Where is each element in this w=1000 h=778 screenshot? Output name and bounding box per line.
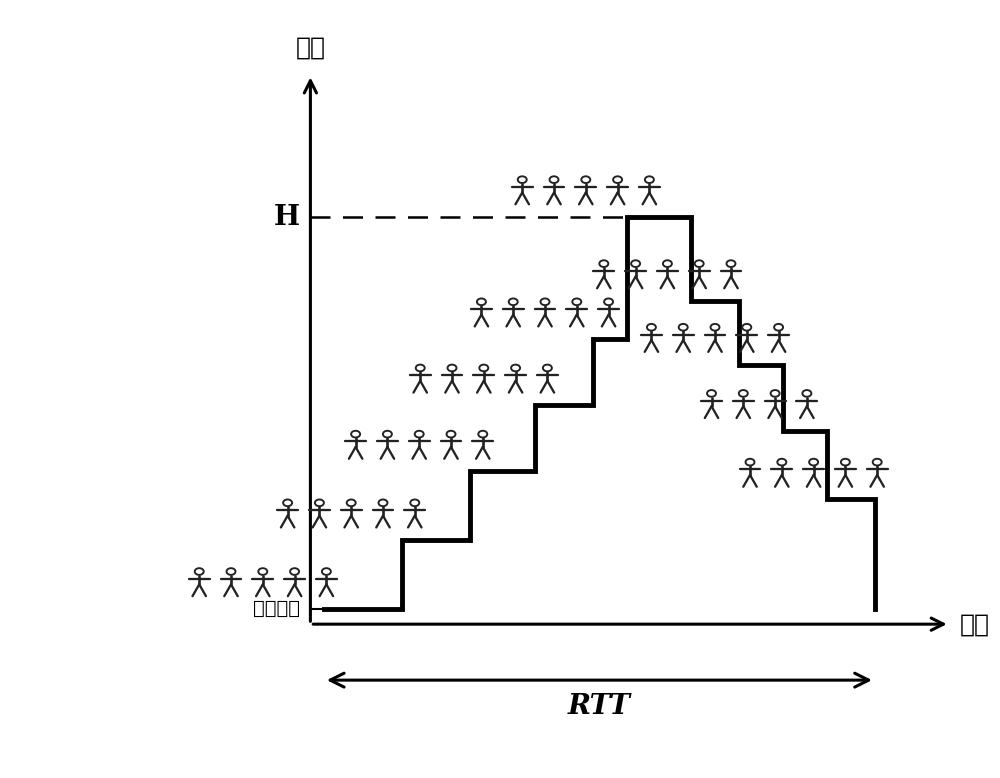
Circle shape — [679, 324, 688, 331]
Text: 楼层: 楼层 — [295, 35, 325, 59]
Circle shape — [479, 365, 488, 371]
Circle shape — [726, 261, 735, 267]
Text: H: H — [274, 204, 300, 230]
Circle shape — [604, 299, 613, 305]
Circle shape — [478, 431, 487, 437]
Circle shape — [739, 390, 748, 397]
Circle shape — [227, 568, 235, 575]
Circle shape — [613, 177, 622, 183]
Circle shape — [802, 390, 811, 397]
Circle shape — [351, 431, 360, 437]
Circle shape — [322, 568, 331, 575]
Circle shape — [631, 261, 640, 267]
Circle shape — [283, 499, 292, 506]
Circle shape — [746, 459, 755, 465]
Circle shape — [315, 499, 324, 506]
Circle shape — [873, 459, 882, 465]
Circle shape — [663, 261, 672, 267]
Circle shape — [707, 390, 716, 397]
Circle shape — [518, 177, 527, 183]
Circle shape — [777, 459, 786, 465]
Circle shape — [511, 365, 520, 371]
Circle shape — [581, 177, 590, 183]
Circle shape — [416, 365, 425, 371]
Circle shape — [771, 390, 780, 397]
Circle shape — [599, 261, 608, 267]
Circle shape — [774, 324, 783, 331]
Circle shape — [379, 499, 387, 506]
Circle shape — [258, 568, 267, 575]
Circle shape — [410, 499, 419, 506]
Circle shape — [711, 324, 719, 331]
Circle shape — [541, 299, 549, 305]
Circle shape — [195, 568, 204, 575]
Circle shape — [383, 431, 392, 437]
Circle shape — [645, 177, 654, 183]
Circle shape — [509, 299, 518, 305]
Circle shape — [448, 365, 456, 371]
Circle shape — [290, 568, 299, 575]
Circle shape — [415, 431, 424, 437]
Circle shape — [477, 299, 486, 305]
Circle shape — [809, 459, 818, 465]
Text: 时间: 时间 — [960, 612, 990, 636]
Circle shape — [447, 431, 455, 437]
Circle shape — [543, 365, 552, 371]
Circle shape — [347, 499, 356, 506]
Circle shape — [695, 261, 704, 267]
Text: RTT: RTT — [568, 693, 631, 720]
Text: 基准楼层: 基准楼层 — [253, 599, 300, 619]
Circle shape — [647, 324, 656, 331]
Circle shape — [841, 459, 850, 465]
Circle shape — [572, 299, 581, 305]
Circle shape — [550, 177, 558, 183]
Circle shape — [742, 324, 751, 331]
